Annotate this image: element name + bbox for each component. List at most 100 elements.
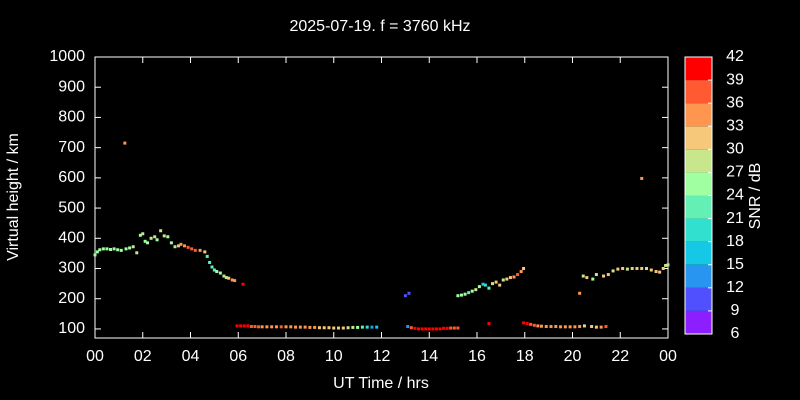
point: [664, 263, 668, 267]
point: [203, 250, 207, 254]
point: [621, 267, 625, 271]
y-tick-label: 200: [58, 290, 85, 307]
colorbar-tick-label: 42: [726, 48, 744, 65]
point: [578, 325, 582, 329]
point: [193, 248, 197, 252]
point: [112, 247, 116, 251]
point: [131, 245, 135, 249]
point: [666, 263, 670, 267]
x-tick-label: 06: [229, 348, 247, 365]
point: [241, 282, 245, 286]
point: [470, 289, 474, 293]
point: [409, 326, 413, 330]
point: [198, 248, 202, 252]
x-tick-label: 18: [516, 348, 534, 365]
point: [630, 267, 634, 271]
point: [289, 325, 293, 329]
point: [581, 274, 585, 278]
point: [230, 278, 234, 282]
x-tick-label: 12: [373, 348, 391, 365]
point: [135, 251, 139, 255]
colorbar-tick-label: 24: [726, 187, 744, 204]
point: [554, 325, 558, 329]
point: [190, 247, 194, 251]
x-tick-label: 08: [277, 348, 295, 365]
point: [183, 244, 187, 248]
point: [487, 321, 491, 325]
point: [573, 325, 577, 329]
x-tick-label: 22: [611, 348, 629, 365]
point: [658, 270, 662, 274]
point: [604, 325, 608, 329]
point: [360, 325, 364, 329]
colorbar-band: [685, 80, 712, 104]
point: [116, 248, 120, 252]
point: [459, 293, 463, 297]
point: [322, 326, 326, 330]
point: [568, 325, 572, 329]
point: [153, 235, 157, 239]
point: [279, 325, 283, 329]
point: [494, 280, 498, 284]
colorbar-band: [685, 218, 712, 242]
point: [467, 291, 471, 295]
point: [205, 254, 209, 258]
point: [529, 322, 533, 326]
point: [270, 325, 274, 329]
point: [101, 247, 105, 251]
point: [95, 250, 99, 254]
point: [239, 324, 243, 328]
point: [508, 276, 512, 280]
colorbar-band: [685, 287, 712, 311]
colorbar-band: [685, 149, 712, 173]
point: [356, 325, 360, 329]
point: [260, 325, 264, 329]
point: [403, 294, 407, 298]
point: [375, 325, 379, 329]
point: [179, 242, 183, 246]
point: [611, 269, 615, 273]
point: [227, 276, 231, 280]
y-tick-label: 800: [58, 109, 85, 126]
x-tick-label: 14: [420, 348, 438, 365]
point: [215, 270, 219, 274]
point: [365, 325, 369, 329]
point: [298, 325, 302, 329]
point: [640, 176, 644, 180]
point: [284, 325, 288, 329]
point: [208, 260, 212, 264]
point: [594, 325, 598, 329]
point: [599, 325, 603, 329]
point: [138, 233, 142, 237]
colorbar-band: [685, 310, 712, 334]
colorbar-band: [685, 103, 712, 127]
y-axis-label: Virtual height / km: [5, 133, 22, 261]
colorbar-tick-label: 12: [726, 279, 744, 296]
point: [438, 327, 442, 331]
point: [146, 241, 150, 245]
colorbar-band: [685, 241, 712, 265]
point: [235, 324, 239, 328]
x-tick-label: 02: [134, 348, 152, 365]
point: [519, 270, 523, 274]
y-tick-label: 1000: [49, 48, 85, 65]
colorbar-band: [685, 126, 712, 150]
y-tick-label: 600: [58, 169, 85, 186]
point: [559, 325, 563, 329]
point: [525, 321, 529, 325]
y-tick-label: 500: [58, 199, 85, 216]
point: [332, 326, 336, 330]
point: [578, 291, 582, 295]
point: [186, 245, 190, 249]
point: [173, 245, 177, 249]
x-tick-label: 16: [468, 348, 486, 365]
colorbar-tick-label: 30: [726, 141, 744, 158]
point: [98, 248, 102, 252]
chart-title: 2025-07-19. f = 3760 kHz: [289, 18, 470, 35]
colorbar-tick-label: 33: [726, 117, 744, 134]
point: [591, 277, 595, 281]
point: [487, 286, 491, 290]
point: [257, 325, 261, 329]
point: [109, 247, 113, 251]
